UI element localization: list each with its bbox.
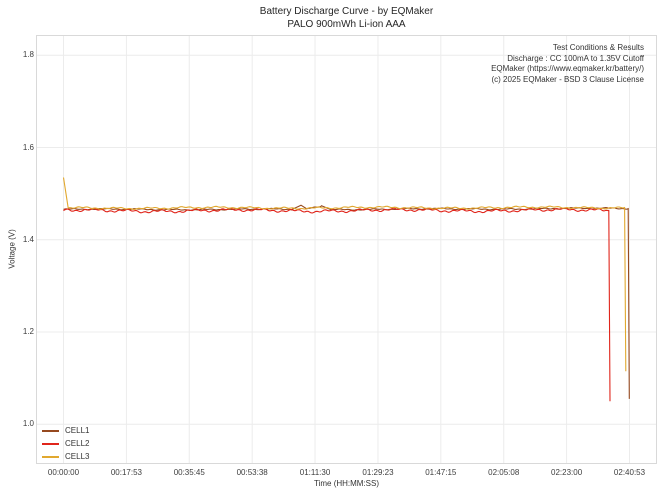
- chart-title: Battery Discharge Curve - by EQMaker: [259, 6, 434, 17]
- series-line-cell3: [62, 177, 627, 372]
- x-tick-label: 00:35:45: [173, 468, 205, 477]
- legend-label: CELL2: [65, 439, 90, 448]
- legend: CELL1 CELL2 CELL3: [42, 424, 89, 463]
- chart-canvas: [36, 35, 657, 464]
- legend-swatch-cell3: [42, 455, 59, 458]
- y-tick-label: 1.4: [22, 234, 34, 244]
- plot-frame: [36, 35, 657, 464]
- x-tick-label: 01:47:15: [425, 468, 457, 477]
- legend-label: CELL3: [65, 452, 90, 461]
- y-axis-label: Voltage (V): [7, 229, 17, 269]
- x-tick-label: 00:00:00: [47, 468, 80, 477]
- x-tick-label: 02:23:00: [551, 468, 583, 477]
- x-tick-label: 02:05:08: [488, 468, 520, 477]
- x-tick-label: 01:11:30: [299, 468, 331, 477]
- series-line-cell1: [63, 204, 630, 399]
- x-axis-label: Time (HH:MM:SS): [313, 479, 380, 488]
- annotation-line: (c) 2025 EQMaker - BSD 3 Clause License: [491, 74, 644, 84]
- annotation-line: Test Conditions & Results: [552, 43, 644, 52]
- y-tick-label: 1.8: [22, 50, 34, 60]
- x-tick-label: 02:40:53: [613, 468, 646, 477]
- y-tick-label: 1.6: [22, 142, 34, 152]
- legend-label: CELL1: [65, 426, 90, 435]
- legend-item-cell1: CELL1: [42, 424, 89, 437]
- legend-swatch-cell1: [42, 429, 59, 432]
- x-tick-label: 00:53:38: [236, 468, 268, 477]
- plot-area: Test Conditions & Results Discharge : CC …: [36, 35, 657, 464]
- x-tick-label: 01:29:23: [362, 468, 394, 477]
- chart-subtitle: PALO 900mWh Li-ion AAA: [287, 19, 406, 30]
- series-line-cell2: [63, 207, 611, 402]
- legend-item-cell2: CELL2: [42, 437, 89, 450]
- annotation-line: EQMaker (https://www.eqmaker.kr/battery/…: [491, 64, 644, 73]
- y-tick-label: 1.0: [22, 419, 34, 429]
- annotation-line: Discharge : CC 100mA to 1.35V Cutoff: [507, 53, 644, 63]
- annotation-block: Test Conditions & Results Discharge : CC …: [491, 43, 644, 85]
- x-tick-label: 00:17:53: [110, 468, 142, 477]
- legend-swatch-cell2: [42, 442, 59, 445]
- legend-item-cell3: CELL3: [42, 450, 89, 463]
- y-tick-label: 1.2: [22, 327, 34, 337]
